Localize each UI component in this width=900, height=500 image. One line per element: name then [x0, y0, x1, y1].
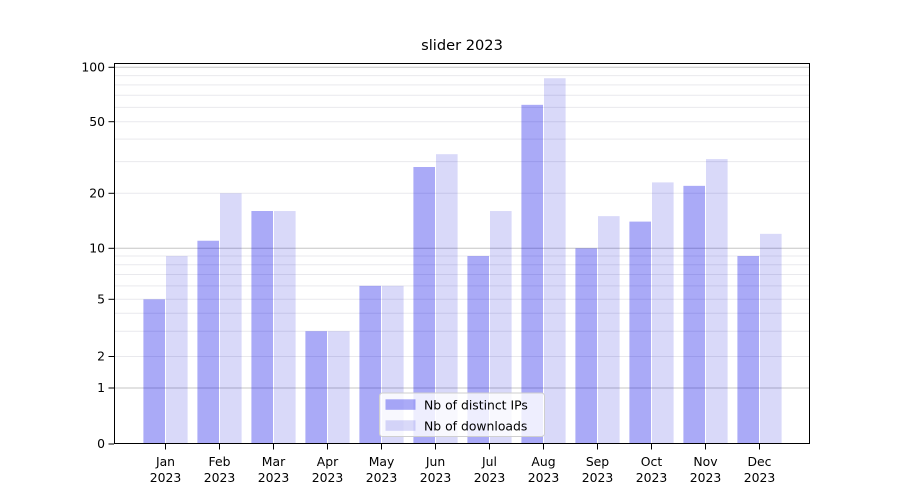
x-tick-label-month: Oct: [641, 454, 663, 469]
bar-distinct-ips-dec: [737, 256, 759, 444]
x-tick-label-month: May: [369, 454, 395, 469]
y-tick-label: 100: [81, 60, 105, 75]
x-tick-label-year: 2023: [744, 470, 776, 485]
bar-distinct-ips-aug: [521, 104, 543, 444]
bar-downloads-jan: [166, 256, 188, 444]
bar-downloads-mar: [274, 211, 296, 444]
bar-distinct-ips-mar: [251, 211, 273, 444]
axis-layer: 0125102050100Jan2023Feb2023Mar2023Apr202…: [81, 60, 810, 485]
bar-downloads-sep: [598, 216, 620, 444]
legend-box: [379, 392, 545, 437]
x-tick-label-year: 2023: [420, 470, 452, 485]
bar-distinct-ips-may: [359, 285, 381, 444]
y-tick-label: 50: [89, 114, 105, 129]
x-tick-label-month: Jan: [155, 454, 175, 469]
x-tick-label-year: 2023: [582, 470, 614, 485]
x-tick-label-year: 2023: [258, 470, 290, 485]
y-tick-label: 0: [97, 436, 105, 451]
x-tick-label-month: Jul: [481, 454, 497, 469]
y-tick-label: 1: [97, 380, 105, 395]
bar-distinct-ips-feb: [197, 240, 219, 444]
x-tick-label-year: 2023: [204, 470, 236, 485]
bar-downloads-jul: [490, 211, 512, 444]
bar-downloads-oct: [652, 182, 674, 444]
y-tick-label: 2: [97, 349, 105, 364]
x-tick-label-month: Feb: [209, 454, 231, 469]
bar-distinct-ips-apr: [305, 331, 327, 444]
legend-swatch-distinct-ips: [385, 399, 416, 410]
bar-distinct-ips-jun: [413, 167, 435, 444]
x-tick-label-year: 2023: [528, 470, 560, 485]
x-tick-label-year: 2023: [636, 470, 668, 485]
legend-label-distinct-ips: Nb of distinct IPs: [424, 398, 528, 413]
x-tick-label-month: Apr: [317, 454, 339, 469]
legend: Nb of distinct IPs Nb of downloads: [379, 392, 545, 437]
grid-layer: [114, 66, 810, 389]
x-tick-label-year: 2023: [474, 470, 506, 485]
chart-title: slider 2023: [421, 37, 503, 54]
legend-swatch-downloads: [385, 420, 416, 431]
bar-downloads-dec: [760, 233, 782, 444]
bar-distinct-ips-oct: [629, 221, 651, 444]
y-tick-label: 10: [89, 241, 105, 256]
x-tick-label-month: Dec: [748, 454, 772, 469]
x-tick-label-year: 2023: [312, 470, 344, 485]
bar-downloads-feb: [220, 193, 242, 444]
bar-downloads-nov: [706, 159, 728, 444]
x-tick-label-year: 2023: [150, 470, 182, 485]
bar-distinct-ips-nov: [683, 185, 705, 444]
y-tick-label: 5: [97, 292, 105, 307]
x-tick-label-year: 2023: [366, 470, 398, 485]
plot-frame: [114, 63, 810, 444]
bar-downloads-jun: [436, 154, 458, 444]
legend-label-downloads: Nb of downloads: [424, 419, 527, 434]
x-tick-label-month: Jun: [425, 454, 445, 469]
bar-layer: [143, 78, 782, 445]
x-tick-label-month: Sep: [586, 454, 609, 469]
x-tick-label-month: Aug: [531, 454, 555, 469]
x-tick-label-month: Mar: [262, 454, 286, 469]
bar-distinct-ips-sep: [575, 248, 597, 444]
bar-downloads-apr: [328, 331, 350, 444]
x-tick-label-year: 2023: [690, 470, 722, 485]
x-tick-label-month: Nov: [693, 454, 717, 469]
bar-downloads-aug: [544, 78, 566, 445]
y-tick-label: 20: [89, 186, 105, 201]
bar-distinct-ips-jan: [143, 299, 165, 444]
